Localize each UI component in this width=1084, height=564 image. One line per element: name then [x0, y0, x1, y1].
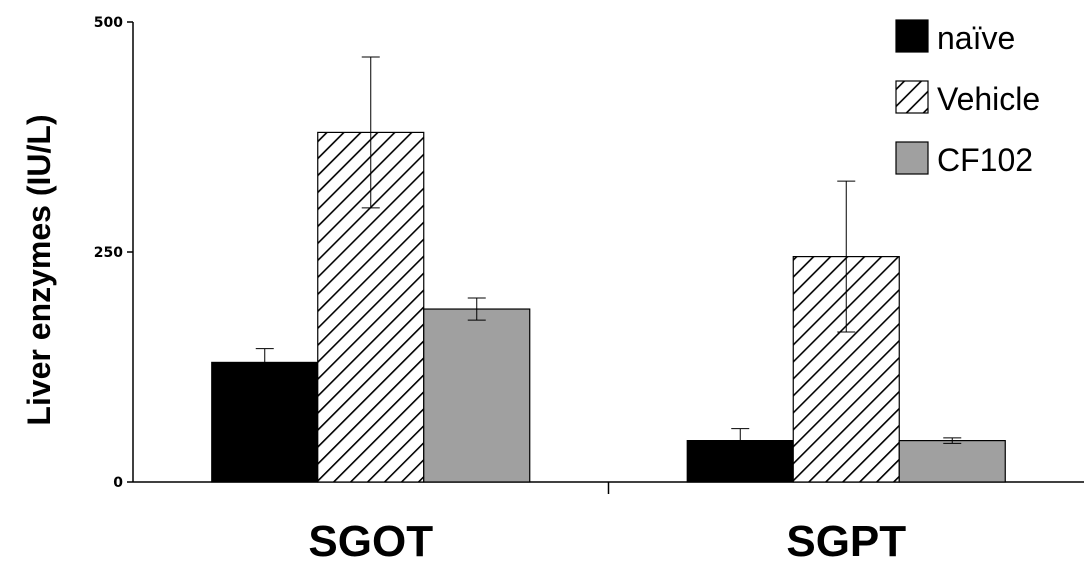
y-axis-label: Liver enzymes (IU/L) [21, 114, 57, 425]
error-bar [467, 297, 486, 321]
legend-swatch [895, 141, 929, 175]
legend-label: naïve [937, 20, 1015, 56]
bar-cf102-sgpt [898, 440, 1006, 483]
error-bar [837, 180, 856, 333]
x-category-label: SGPT [786, 517, 906, 564]
y-tick-label: 0 [113, 475, 123, 491]
x-category-label: SGOT [308, 517, 433, 564]
bar-cf102-sgot [423, 308, 531, 483]
error-bar [731, 428, 750, 454]
y-tick-label: 500 [94, 15, 123, 31]
error-bar [361, 56, 380, 209]
legend-label: CF102 [937, 142, 1033, 178]
legend-item: CF102 [895, 141, 1033, 178]
bar-na-ve-sgot [211, 361, 319, 483]
legend-item: naïve [895, 19, 1015, 56]
error-bar [255, 348, 274, 377]
legend-swatch [895, 19, 929, 53]
legend-item: Vehicle [895, 80, 1040, 117]
error-bar [943, 437, 962, 444]
legend-label: Vehicle [937, 81, 1040, 117]
y-tick-label: 250 [94, 245, 123, 261]
legend-swatch [895, 80, 929, 114]
